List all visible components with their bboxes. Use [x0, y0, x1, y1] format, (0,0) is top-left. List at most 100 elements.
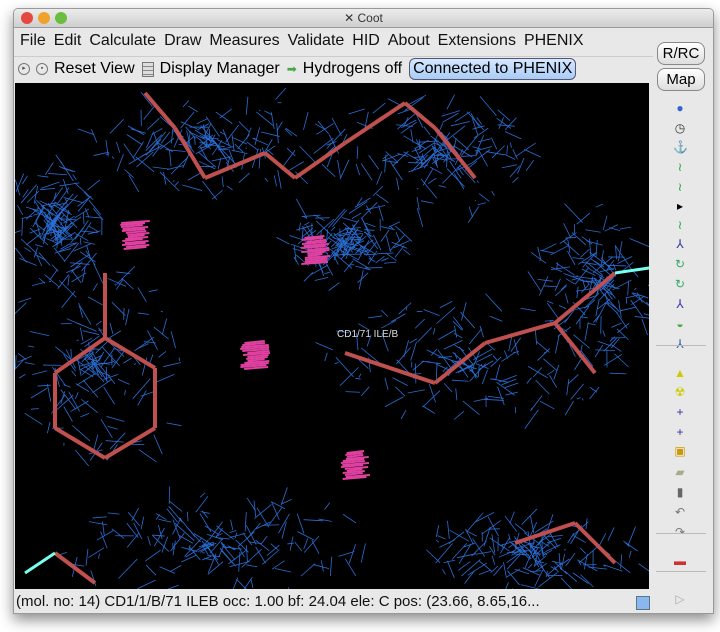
density-mesh-line [45, 215, 50, 231]
density-mesh-line [551, 560, 563, 564]
density-mesh-line [79, 327, 84, 341]
density-mesh-line [475, 149, 480, 157]
density-mesh-line [491, 534, 496, 553]
phenix-connection-button[interactable]: Connected to PHENIX [409, 58, 577, 80]
contact-dot [242, 342, 265, 346]
density-mesh-line [598, 533, 607, 548]
density-mesh-line [586, 240, 603, 246]
density-mesh-line [124, 169, 134, 179]
rigid-body-icon[interactable]: ≀ [677, 218, 683, 232]
density-mesh-line [634, 315, 654, 320]
forward-icon[interactable]: ▸ [18, 63, 30, 75]
rrc-button[interactable]: R/RC [657, 42, 705, 65]
radioactive-icon[interactable]: ☢ [674, 385, 686, 399]
menu-measures[interactable]: Measures [209, 32, 280, 49]
rotamers-icon[interactable]: ↻ [674, 257, 686, 271]
density-mesh-line [221, 176, 224, 188]
density-mesh-line [365, 205, 372, 214]
density-mesh-line [229, 529, 237, 534]
density-mesh-line [504, 515, 518, 532]
density-mesh-line [643, 313, 655, 318]
density-mesh-line [37, 175, 49, 178]
stamp-icon[interactable]: ▰ [675, 465, 685, 479]
density-mesh-line [184, 538, 202, 557]
menu-validate[interactable]: Validate [287, 32, 345, 49]
density-mesh-line [515, 542, 535, 549]
density-mesh-line [382, 154, 389, 160]
anchor-icon[interactable]: ⚓ [673, 140, 688, 154]
flag-icon[interactable]: ▬ [674, 554, 686, 568]
menu-file[interactable]: File [20, 32, 46, 49]
mutate-icon[interactable]: ⅄ [676, 337, 684, 351]
density-mesh-line [381, 309, 388, 317]
density-mesh-line [392, 377, 408, 386]
contact-dot [303, 243, 329, 247]
hydrogens-label: Hydrogens off [302, 60, 403, 77]
status-bar: (mol. no: 14) CD1/1/B/71 ILEB occ: 1.00 … [16, 593, 540, 610]
density-mesh-line [564, 293, 569, 304]
menu-hid[interactable]: HID [352, 32, 380, 49]
hydrogens-button[interactable]: ➡ Hydrogens off [287, 60, 402, 78]
density-mesh-line [335, 238, 344, 255]
density-mesh-line [75, 233, 89, 242]
minimize-button[interactable] [38, 12, 50, 24]
menu-edit[interactable]: Edit [53, 32, 82, 49]
graphics-canvas[interactable]: CD1/71 ILE/B [14, 83, 668, 605]
play-icon[interactable]: ▷ [675, 592, 685, 606]
display-manager-button[interactable]: Display Manager [141, 60, 280, 78]
density-mesh-line [318, 518, 332, 522]
menu-phenix[interactable]: PHENIX [523, 32, 584, 49]
menu-calculate[interactable]: Calculate [89, 32, 157, 49]
density-mesh-line [620, 554, 623, 569]
add-residue-icon[interactable]: + [676, 425, 684, 439]
clock-icon[interactable]: ◷ [674, 121, 686, 135]
density-mesh-line [59, 229, 63, 246]
density-mesh-line [447, 125, 466, 141]
flip-peptide-icon[interactable]: ⅄ [676, 297, 684, 311]
density-mesh-line [198, 151, 217, 168]
density-mesh-line [53, 247, 65, 262]
density-mesh-line [565, 278, 575, 285]
density-mesh-line [100, 531, 108, 549]
contact-dot [345, 452, 363, 456]
stop-icon[interactable]: ▪ [36, 63, 48, 75]
density-mesh-line [453, 333, 463, 339]
menu-extensions[interactable]: Extensions [437, 32, 516, 49]
close-button[interactable] [21, 12, 33, 24]
density-mesh-line [441, 110, 460, 117]
density-mesh-line [478, 569, 491, 576]
density-mesh-line [154, 374, 175, 384]
add-water-icon[interactable]: ▣ [674, 444, 686, 458]
refine-zone-icon[interactable]: ≀ [677, 160, 683, 174]
real-space-fit-icon[interactable]: ⅄ [676, 237, 684, 251]
density-mesh-line [343, 260, 354, 273]
menu-draw[interactable]: Draw [164, 32, 202, 49]
expand-arrow-icon[interactable]: ▸ [676, 199, 684, 213]
density-mesh-line [589, 251, 606, 265]
density-mesh-line [174, 181, 180, 186]
density-mesh-line [465, 530, 477, 537]
density-mesh-line [315, 220, 336, 239]
density-mesh-line [423, 126, 431, 135]
density-mesh-line [372, 185, 384, 197]
zoom-button[interactable] [55, 12, 67, 24]
regularize-icon[interactable]: ≀ [677, 180, 683, 194]
add-atom-icon[interactable]: + [676, 405, 684, 419]
edit-chi-icon[interactable]: ↻ [674, 277, 686, 291]
delete-icon[interactable]: ▮ [676, 485, 684, 499]
reset-view-button[interactable]: Reset View [54, 60, 135, 77]
density-mesh-line [458, 363, 469, 378]
undo-icon[interactable]: ↶ [674, 505, 686, 519]
rotate-view-icon[interactable]: ● [676, 101, 684, 115]
side-chain-icon[interactable]: ◒ [676, 317, 684, 331]
menu-about[interactable]: About [387, 32, 430, 49]
density-mesh-line [385, 151, 398, 163]
molecule-view[interactable] [14, 83, 668, 605]
pseudo-atom-icon[interactable]: ▲ [674, 366, 686, 380]
density-mesh-line [288, 587, 293, 605]
bond [143, 91, 177, 130]
status-indicator [636, 596, 650, 610]
density-mesh-line [558, 553, 561, 570]
map-button[interactable]: Map [657, 68, 705, 91]
redo-icon[interactable]: ↷ [674, 525, 686, 539]
